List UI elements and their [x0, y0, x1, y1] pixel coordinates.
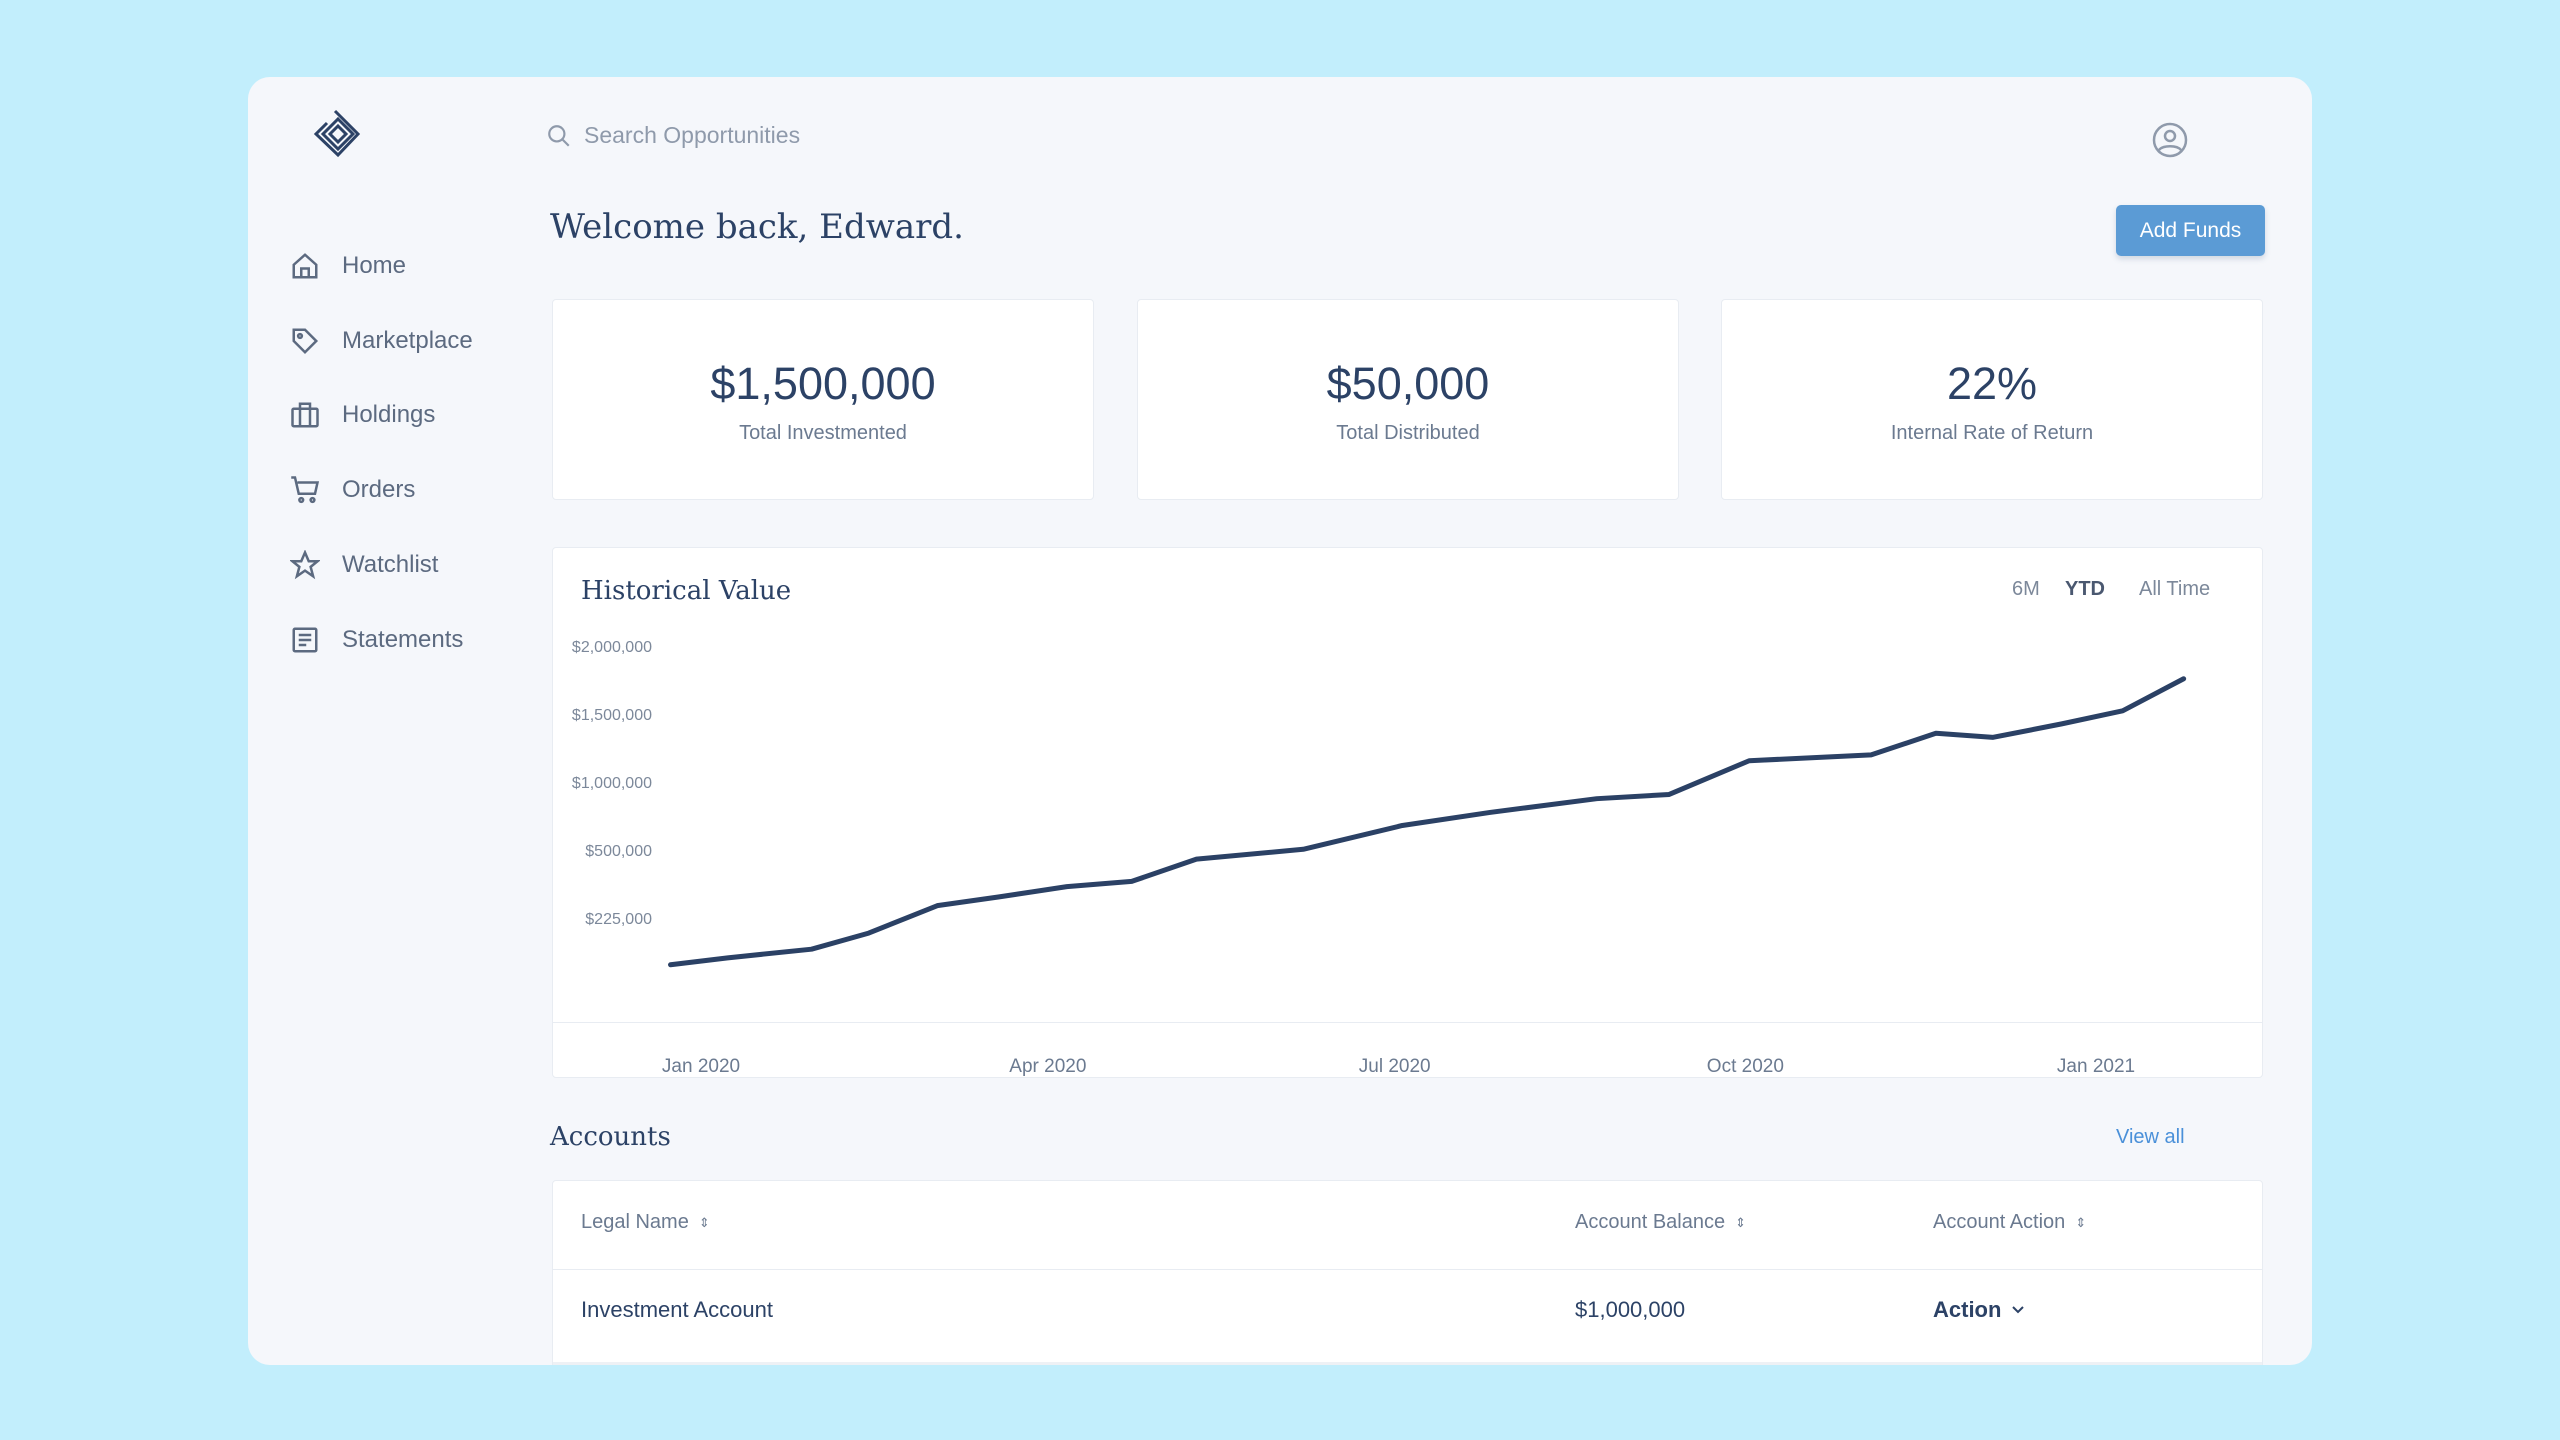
sidebar-item-label: Holdings	[342, 401, 436, 428]
sidebar-item-label: Marketplace	[342, 327, 473, 354]
stat-value: $1,500,000	[710, 358, 936, 409]
page-title: Welcome back, Edward.	[550, 207, 964, 247]
historical-value-chart: Historical Value 6M YTD All Time $225,00…	[552, 547, 2263, 1078]
cell-legal-name: Investment Account	[581, 1297, 773, 1322]
sidebar-item-label: Watchlist	[342, 551, 439, 578]
cart-icon	[291, 476, 320, 504]
stat-card-irr: 22% Internal Rate of Return	[1721, 299, 2263, 500]
chevron-down-icon	[2012, 1306, 2025, 1314]
column-label: Account Balance	[1575, 1211, 1726, 1233]
action-dropdown[interactable]: Action	[1933, 1297, 2025, 1323]
column-label: Account Action	[1933, 1211, 2066, 1233]
y-tick-label: $1,000,000	[571, 775, 652, 792]
sidebar-item-statements[interactable]: Statements	[290, 620, 463, 660]
cell-balance: $1,000,000	[1575, 1297, 1686, 1322]
stat-value: $50,000	[1326, 358, 1490, 409]
sidebar-item-holdings[interactable]: Holdings	[290, 395, 435, 435]
action-label: Action	[1933, 1297, 2002, 1322]
home-icon	[292, 253, 318, 279]
sidebar-item-label: Orders	[342, 476, 416, 503]
accounts-title: Accounts	[550, 1122, 671, 1152]
column-label: Legal Name	[581, 1211, 689, 1233]
user-circle-icon[interactable]	[2152, 122, 2188, 158]
search-bar[interactable]: Search Opportunities	[546, 122, 800, 149]
stat-label: Total Distributed	[1336, 422, 1480, 444]
stat-label: Internal Rate of Return	[1890, 422, 2094, 444]
column-header-account-action[interactable]: Account Action ⇕	[1933, 1211, 2086, 1234]
y-tick-label: $225,000	[585, 911, 652, 928]
sort-icon: ⇕	[698, 1214, 710, 1230]
accounts-table: Legal Name ⇕ Account Balance ⇕ Account Act…	[552, 1180, 2263, 1365]
x-tick-label: Oct 2020	[1706, 1056, 1784, 1077]
range-6m[interactable]: 6M	[2012, 578, 2040, 600]
briefcase-icon	[291, 402, 319, 428]
range-ytd[interactable]: YTD	[2065, 578, 2105, 600]
chart-title: Historical Value	[581, 576, 792, 606]
x-tick-label: Jan 2021	[2056, 1056, 2136, 1077]
sidebar-item-label: Home	[342, 252, 407, 279]
series-line	[668, 676, 2187, 968]
sidebar-item-label: Statements	[342, 626, 464, 653]
stat-card-total-distributed: $50,000 Total Distributed	[1137, 299, 1679, 500]
stat-card-total-invested: $1,500,000 Total Investmented	[552, 299, 1094, 500]
stat-value: 22%	[1946, 358, 2038, 409]
column-header-account-balance[interactable]: Account Balance ⇕	[1575, 1211, 1746, 1234]
table-divider	[553, 1362, 2262, 1365]
sort-icon: ⇕	[1735, 1214, 1747, 1230]
search-icon	[548, 124, 570, 147]
x-tick-label: Apr 2020	[1009, 1056, 1087, 1077]
table-divider	[553, 1269, 2262, 1270]
y-tick-label: $500,000	[585, 843, 652, 860]
y-tick-label: $2,000,000	[571, 639, 652, 656]
star-icon	[290, 550, 320, 580]
tag-icon	[292, 328, 319, 355]
stat-label: Total Investmented	[739, 422, 907, 444]
sidebar-item-marketplace[interactable]: Marketplace	[290, 321, 473, 361]
sidebar-item-orders[interactable]: Orders	[290, 470, 415, 510]
column-header-legal-name[interactable]: Legal Name ⇕	[581, 1211, 710, 1234]
logo-icon	[313, 109, 361, 158]
search-input[interactable]: Search Opportunities	[584, 122, 801, 148]
sort-icon: ⇕	[2075, 1214, 2087, 1230]
x-tick-label: Jan 2020	[661, 1056, 741, 1077]
sidebar-item-home[interactable]: Home	[290, 246, 406, 286]
sidebar-item-watchlist[interactable]: Watchlist	[290, 545, 438, 585]
chart-plot	[668, 676, 2187, 968]
view-all-link[interactable]: View all	[2116, 1126, 2185, 1148]
chart-divider	[553, 1022, 2262, 1023]
y-tick-label: $1,500,000	[571, 707, 652, 724]
add-funds-button[interactable]: Add Funds	[2116, 205, 2265, 256]
app-window: Search Opportunities Home Marketplace Ho…	[248, 77, 2312, 1365]
x-tick-label: Jul 2020	[1358, 1056, 1431, 1077]
range-all-time[interactable]: All Time	[2139, 578, 2211, 600]
document-icon	[292, 627, 318, 653]
